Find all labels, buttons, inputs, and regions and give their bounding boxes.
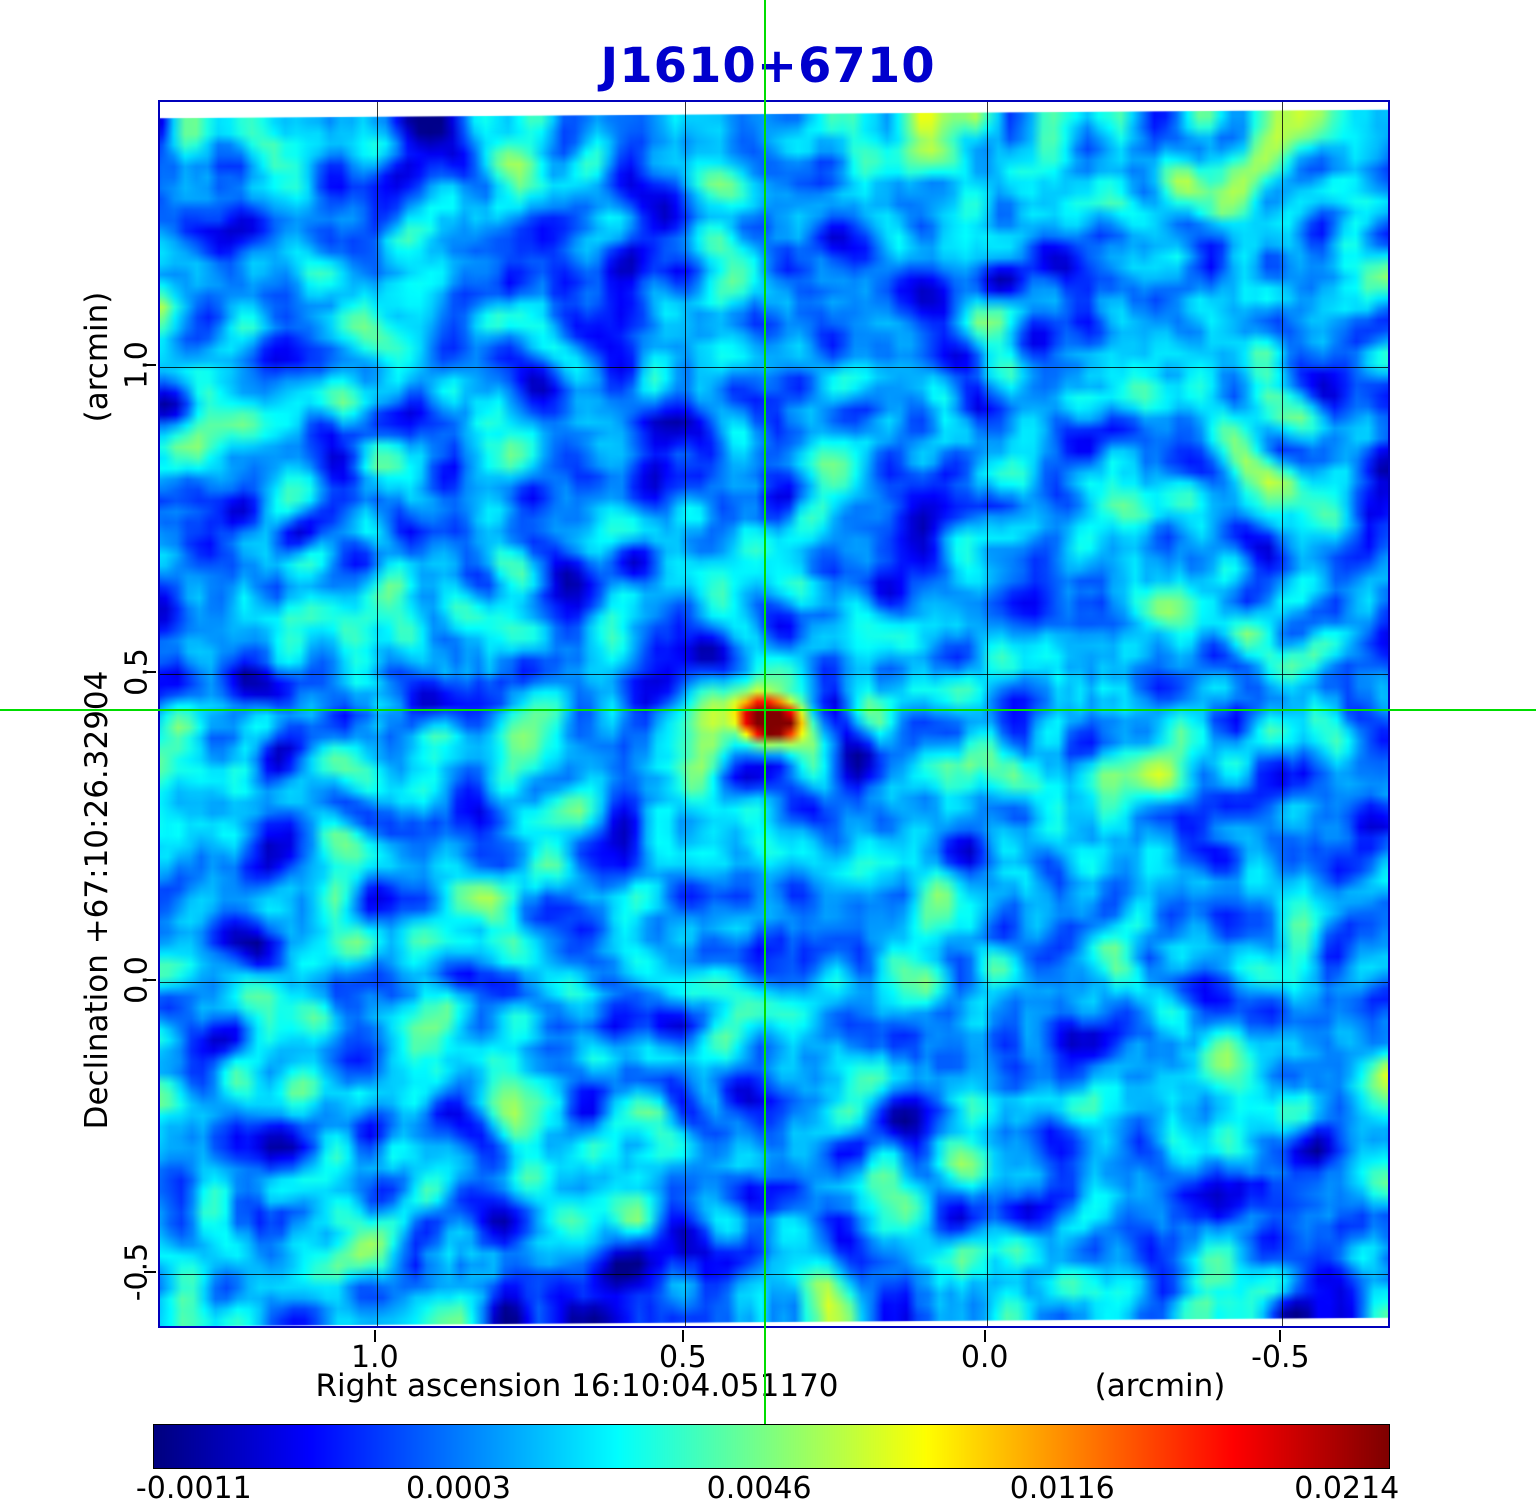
x-axis-label: Right ascension 16:10:04.051170 xyxy=(315,1368,839,1404)
crosshair-horizontal-line xyxy=(0,708,1536,711)
colorbar-gradient xyxy=(154,1425,1389,1468)
colorbar-tick-label: 0.0046 xyxy=(706,1471,812,1500)
y-tick-mark xyxy=(144,979,156,982)
sky-map-image xyxy=(160,102,1388,1326)
x-tick-label: 0.0 xyxy=(960,1340,1009,1375)
y-axis-unit-label: (arcmin) xyxy=(79,291,115,423)
grid-line-horizontal xyxy=(160,1273,1388,1275)
x-tick-label: 0.5 xyxy=(658,1340,707,1375)
x-tick-mark xyxy=(1279,1330,1282,1342)
grid-line-horizontal xyxy=(160,982,1388,984)
x-tick-mark xyxy=(373,1330,376,1342)
x-axis-unit-label: (arcmin) xyxy=(1094,1368,1226,1404)
figure-title: J1610+6710 xyxy=(600,38,936,94)
y-tick-mark xyxy=(144,1270,156,1273)
colorbar-tick-label: -0.0011 xyxy=(135,1471,252,1500)
y-tick-mark xyxy=(144,364,156,367)
grid-line-vertical xyxy=(684,102,686,1326)
grid-line-vertical xyxy=(986,102,988,1326)
y-tick-mark xyxy=(144,671,156,674)
x-tick-mark xyxy=(681,1330,684,1342)
colorbar-tick-label: 0.0003 xyxy=(406,1471,512,1500)
grid-line-horizontal xyxy=(160,367,1388,369)
colorbar-tick-label: 0.0214 xyxy=(1294,1471,1400,1500)
x-tick-mark xyxy=(983,1330,986,1342)
grid-line-horizontal xyxy=(160,674,1388,676)
colorbar xyxy=(153,1424,1390,1469)
y-axis-label: Declination +67:10:26.32904 xyxy=(79,670,115,1130)
y-tick-label: 1.0 xyxy=(119,341,155,390)
y-tick-label: 0.5 xyxy=(119,648,155,697)
grid-line-vertical xyxy=(376,102,378,1326)
y-tick-label: 0.0 xyxy=(119,956,155,1005)
x-tick-label: -0.5 xyxy=(1251,1340,1310,1375)
y-tick-label: -0.5 xyxy=(119,1242,155,1301)
colorbar-tick-label: 0.0116 xyxy=(1009,1471,1115,1500)
grid-line-vertical xyxy=(1282,102,1284,1326)
crosshair-vertical-line xyxy=(764,0,766,1424)
sky-map-plot xyxy=(158,100,1390,1328)
x-tick-label: 1.0 xyxy=(350,1340,399,1375)
